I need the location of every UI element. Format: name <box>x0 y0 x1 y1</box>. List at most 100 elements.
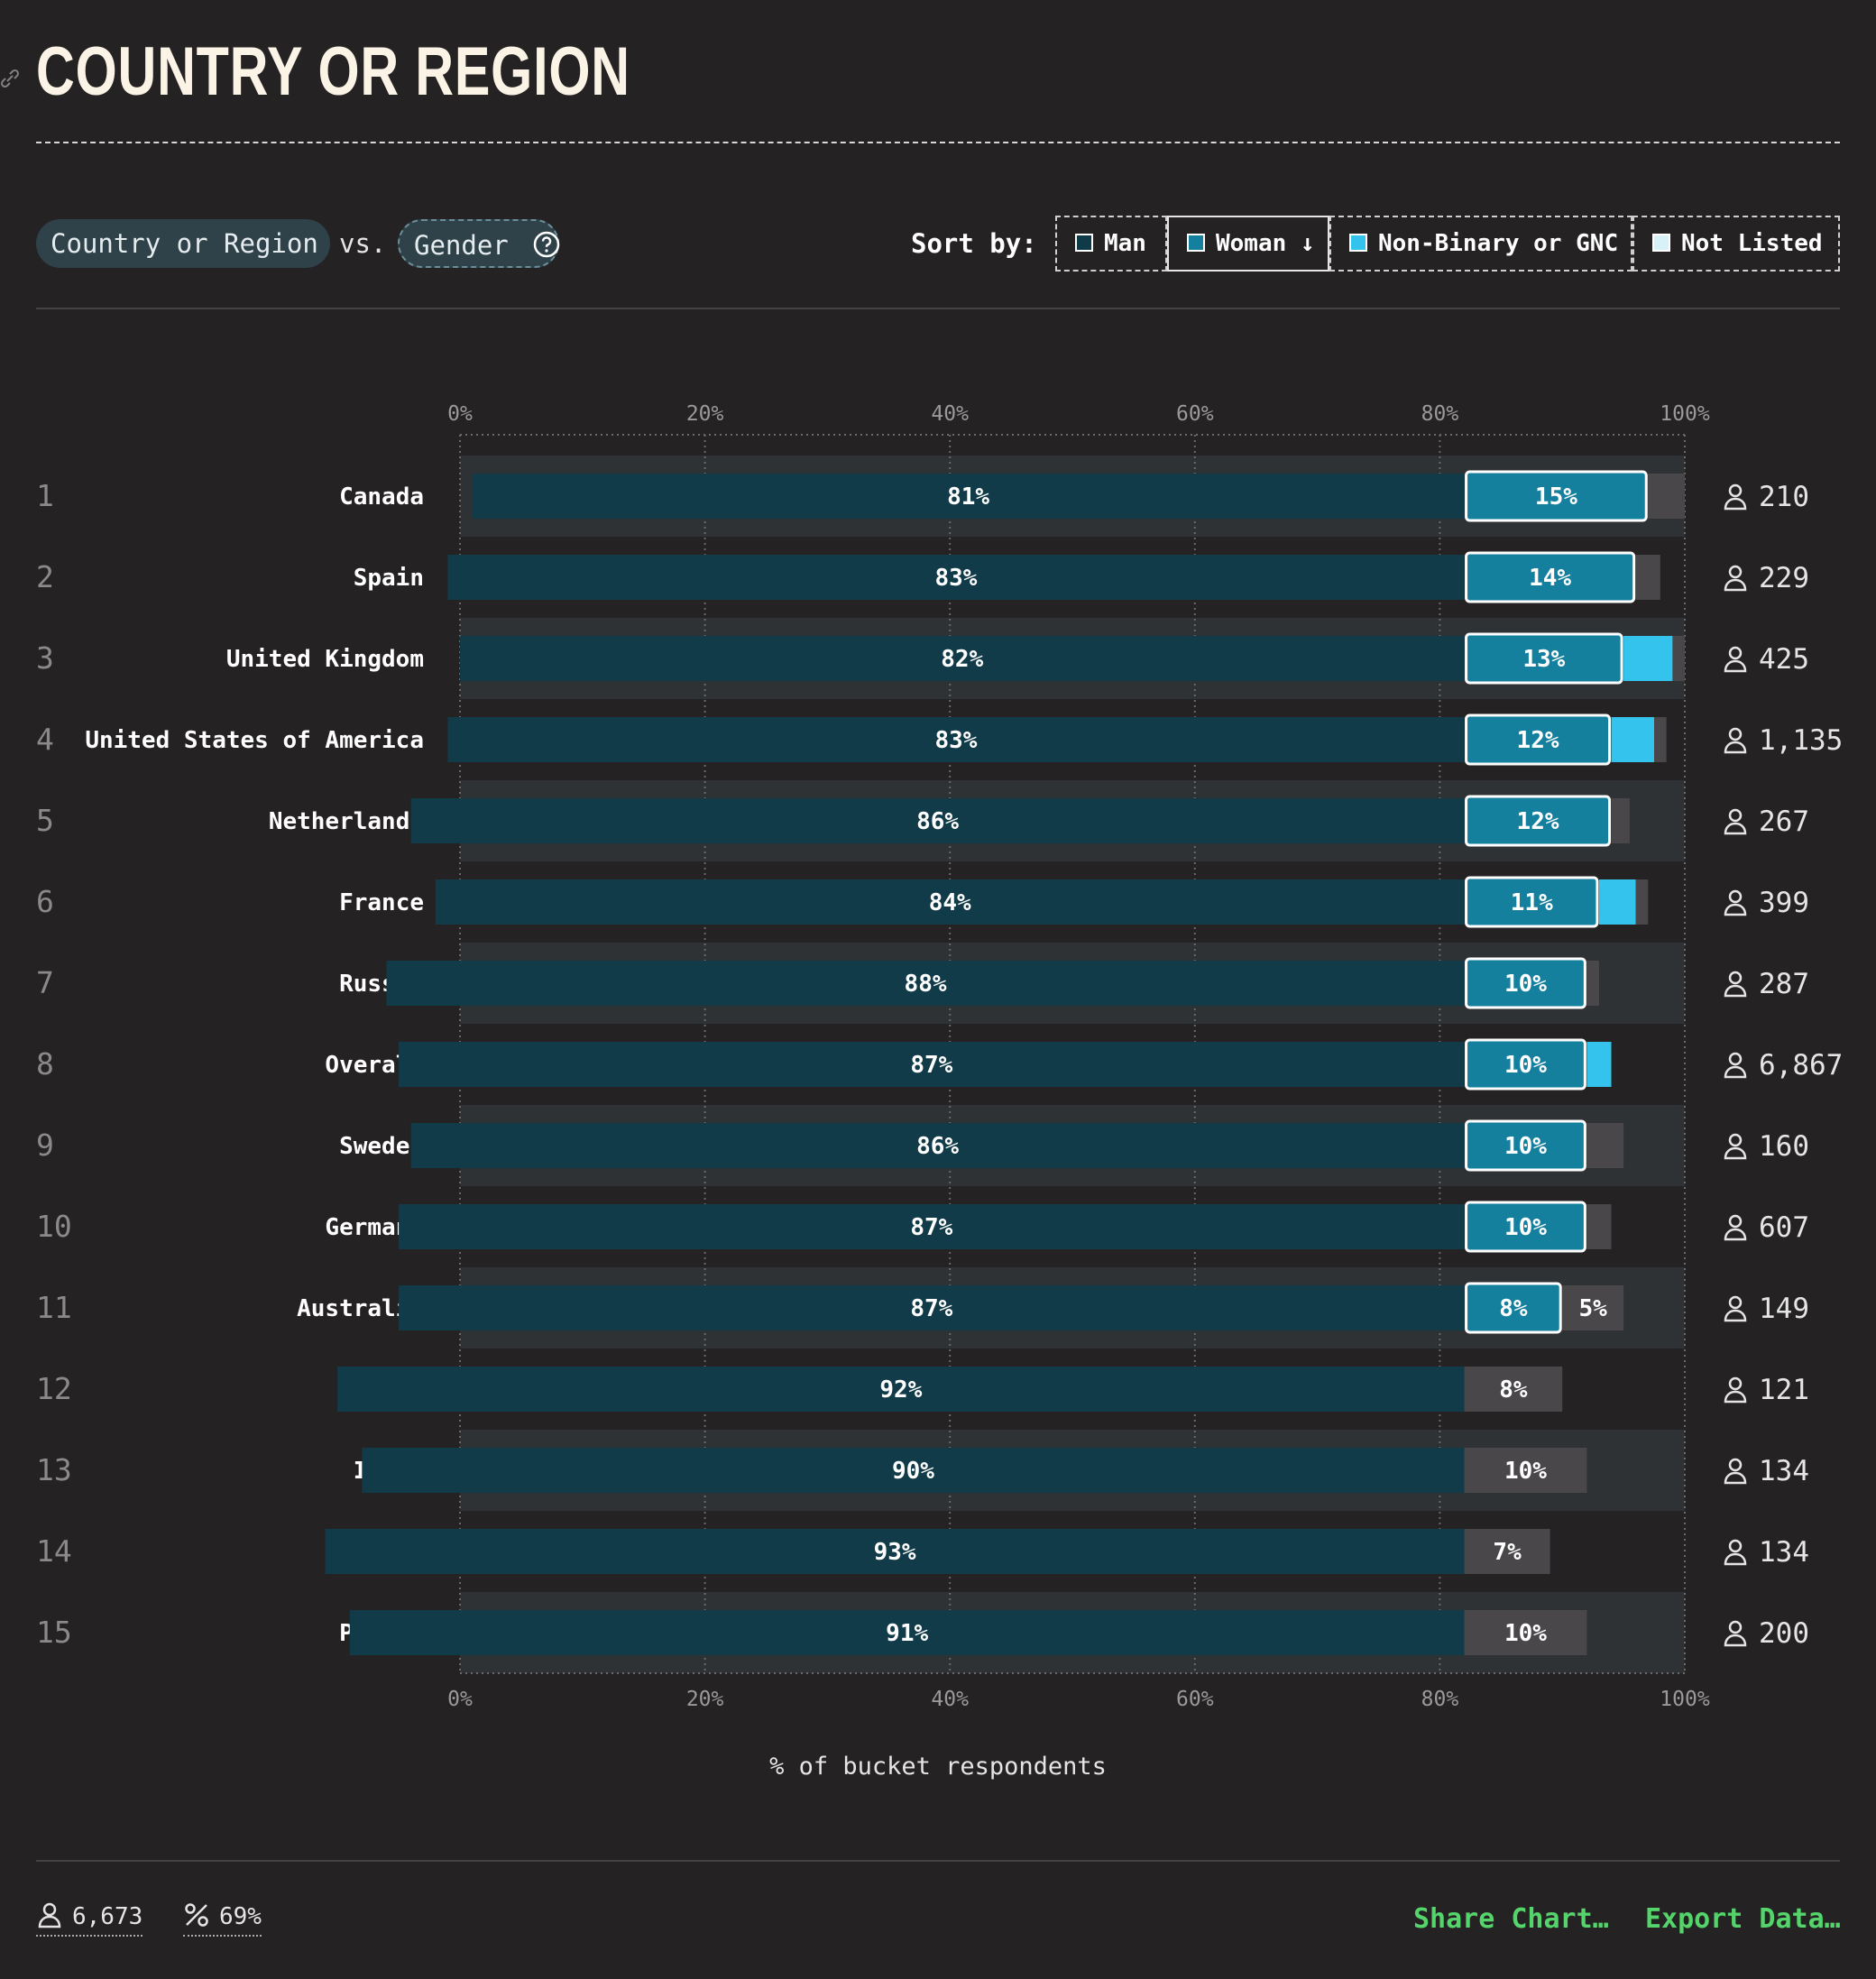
row-rank: 3 <box>36 640 54 676</box>
row-rank: 7 <box>36 965 54 1000</box>
person-icon-body <box>1724 1471 1747 1485</box>
person-icon-body <box>1724 1228 1747 1241</box>
percent-stat[interactable]: 69% <box>183 1902 262 1937</box>
link-icon[interactable] <box>0 69 20 88</box>
bar-other <box>1635 555 1660 600</box>
person-icon-body <box>1724 984 1747 998</box>
person-icon <box>38 1902 61 1928</box>
bar-woman-label: 15% <box>1535 483 1577 511</box>
sort-option-nonbinary[interactable]: Non-Binary or GNC <box>1329 216 1632 272</box>
bar-row: 15Poland91%10%200 <box>36 1610 1809 1655</box>
page-title: COUNTRY OR REGION <box>36 33 630 110</box>
nonbinary-swatch <box>1349 233 1367 252</box>
person-icon-body <box>1724 1552 1747 1566</box>
bar-man-label: 87% <box>910 1295 952 1322</box>
row-label: United States of America <box>85 727 424 754</box>
person-icon <box>1724 1052 1747 1079</box>
person-icon <box>1724 1376 1747 1404</box>
person-icon-head <box>1728 483 1743 498</box>
secondary-variable-pill[interactable]: Gender <box>398 219 560 268</box>
bar-man <box>337 1367 1465 1412</box>
row-count: 287 <box>1759 968 1809 1000</box>
person-icon-head <box>1728 727 1743 741</box>
bar-woman <box>1465 795 1612 847</box>
row-rank: 8 <box>36 1046 54 1082</box>
bar-man-label: 86% <box>916 1133 959 1160</box>
bar-man-label: 88% <box>905 971 947 998</box>
x-tick-label-bottom: 0% <box>447 1688 473 1711</box>
person-icon <box>1724 646 1747 673</box>
bar-man <box>472 474 1465 519</box>
not-listed-swatch <box>1652 233 1670 252</box>
person-icon-head <box>1728 1620 1743 1634</box>
row-rank: 4 <box>36 722 54 757</box>
person-icon-head <box>1728 1214 1743 1229</box>
row-count: 607 <box>1759 1211 1809 1244</box>
bar-man-label: 92% <box>879 1376 922 1404</box>
bar-other <box>1464 1610 1587 1655</box>
row-count: 149 <box>1759 1293 1809 1325</box>
row-label: Spain <box>354 565 424 592</box>
person-icon-body <box>1724 497 1747 511</box>
bar-man <box>399 1285 1465 1330</box>
bar-man <box>410 1123 1465 1168</box>
bar-woman <box>1465 713 1612 766</box>
row-count: 1,135 <box>1759 724 1843 757</box>
man-swatch <box>1075 233 1093 252</box>
bar-man <box>447 717 1465 762</box>
bar-other <box>1672 636 1685 681</box>
row-rank: 15 <box>36 1615 72 1650</box>
person-icon <box>1724 483 1747 511</box>
sort-option-man[interactable]: Man <box>1055 216 1167 272</box>
bar-other <box>1611 798 1630 843</box>
person-icon <box>1724 971 1747 998</box>
bar-woman <box>1465 957 1586 1009</box>
export-data-link[interactable]: Export Data… <box>1645 1903 1841 1935</box>
x-tick-label-top: 80% <box>1421 402 1459 426</box>
x-tick-label-bottom: 20% <box>686 1688 724 1711</box>
bar-woman-label: 12% <box>1517 727 1559 754</box>
bar-nonbinary <box>1623 636 1673 681</box>
bar-man-label: 84% <box>929 889 971 916</box>
row-rank: 9 <box>36 1128 54 1163</box>
x-axis-title: % of bucket respondents <box>769 1753 1107 1781</box>
bar-woman <box>1465 1201 1586 1253</box>
bar-woman-label: 12% <box>1517 808 1559 835</box>
bar-row: 1 Canada 81% 15% 210 <box>36 470 1809 522</box>
x-tick-label-bottom: 80% <box>1421 1688 1459 1711</box>
bar-row: 2 Spain 83% 14% 229 <box>36 551 1809 603</box>
respondents-stat[interactable]: 6,673 <box>36 1902 143 1937</box>
bar-row: 11 Australia 87% 8% 5% 149 <box>36 1282 1809 1334</box>
bar-other-label: 5% <box>1578 1295 1607 1322</box>
title-divider <box>36 142 1840 143</box>
bar-row: 6 France 84% 11% 399 <box>36 876 1809 928</box>
bar-woman-label: 10% <box>1504 971 1547 998</box>
bar-row: 7 Russia 88% 10% 287 <box>36 957 1809 1009</box>
bar-nonbinary <box>1598 879 1636 925</box>
row-count: 134 <box>1759 1455 1809 1487</box>
bar-man <box>325 1529 1465 1574</box>
row-count: 399 <box>1759 887 1809 919</box>
bar-man-label: 87% <box>910 1052 952 1079</box>
bar-man <box>362 1448 1465 1493</box>
bar-man-label: 83% <box>935 727 978 754</box>
bar-man <box>386 961 1465 1006</box>
share-chart-link[interactable]: Share Chart… <box>1413 1903 1609 1935</box>
bar-other-label: 10% <box>1504 1458 1547 1485</box>
sort-option-woman[interactable]: Woman ↓ <box>1167 216 1329 272</box>
primary-variable-pill[interactable]: Country or Region <box>36 219 330 268</box>
sort-option-not-listed[interactable]: Not Listed <box>1632 216 1840 272</box>
bar-man-label: 81% <box>947 483 989 511</box>
bar-other <box>1586 961 1599 1006</box>
bar-other <box>1654 717 1667 762</box>
bar-other <box>1586 1123 1624 1168</box>
row-rank: 5 <box>36 803 54 838</box>
row-label: United Kingdom <box>226 646 424 673</box>
help-icon[interactable] <box>533 231 560 258</box>
sort-option-not-listed-label: Not Listed <box>1681 230 1823 257</box>
x-tick-label-top: 40% <box>931 402 969 426</box>
versus-label: vs. <box>339 228 387 259</box>
bar-woman <box>1465 551 1636 603</box>
bar-other-label: 7% <box>1493 1539 1522 1566</box>
person-icon-body <box>1724 822 1747 835</box>
